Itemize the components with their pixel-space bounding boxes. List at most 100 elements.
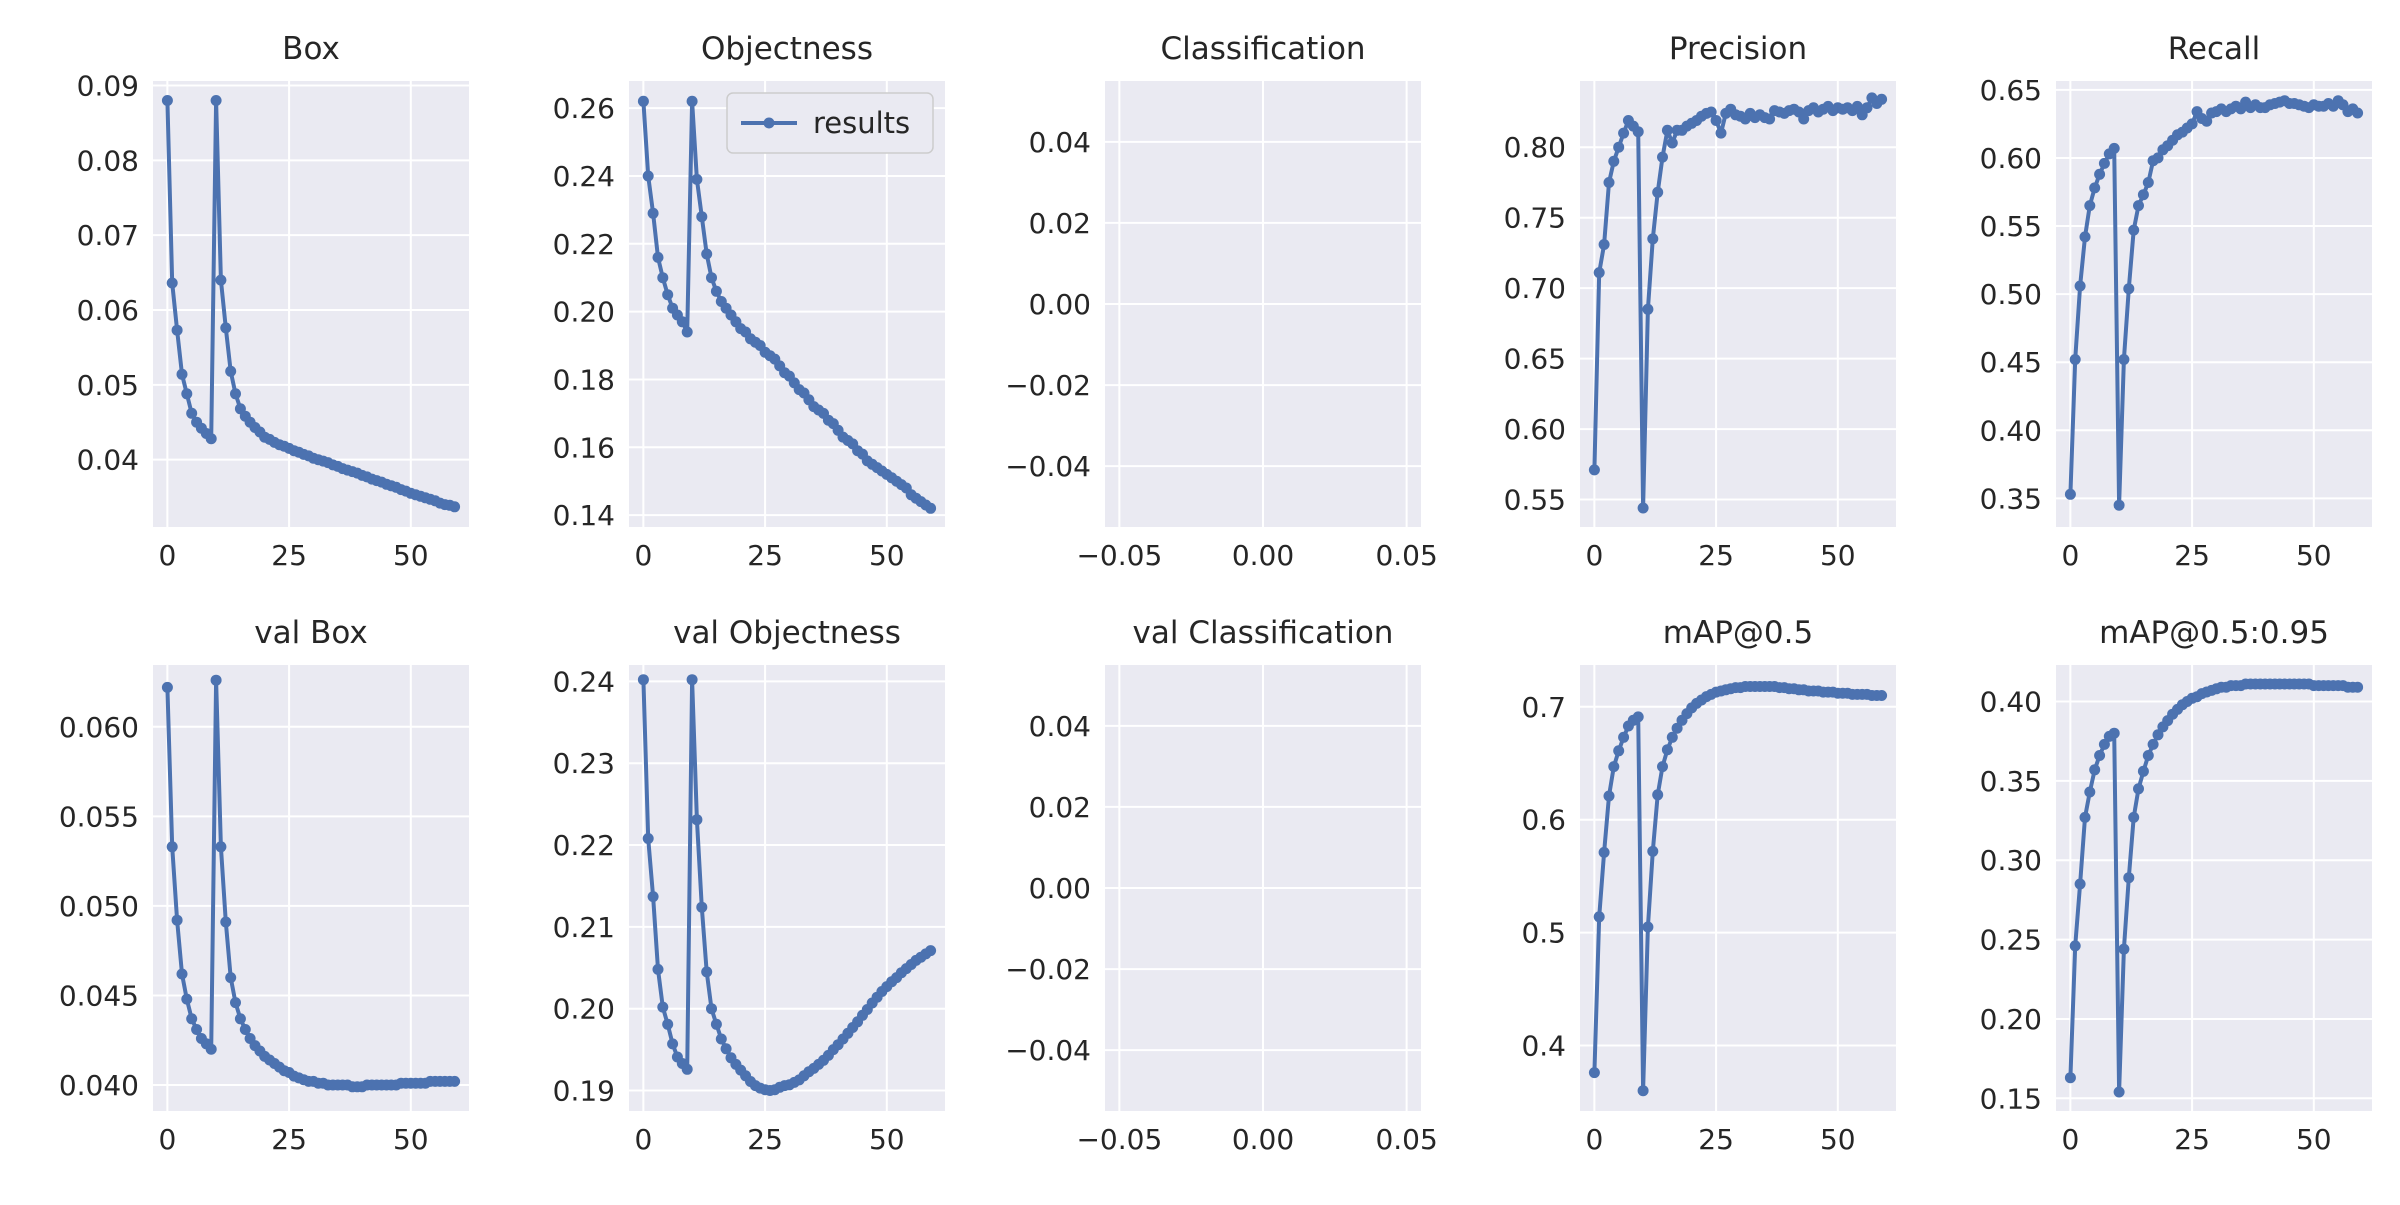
data-point [2201, 115, 2213, 127]
y-tick-label: 0.55 [1504, 484, 1566, 517]
data-point [205, 433, 217, 445]
y-tick-label: 0.35 [1980, 765, 2042, 798]
data-point [642, 833, 654, 844]
data-point [1588, 464, 1600, 476]
data-point [637, 674, 649, 686]
data-point [2064, 1072, 2076, 1084]
data-point [686, 95, 698, 107]
y-tick-label: 0.09 [77, 69, 139, 102]
x-tick-label: 50 [869, 1123, 905, 1156]
data-point [2152, 152, 2164, 164]
y-tick-label: 0.75 [1504, 202, 1566, 235]
data-point [2069, 354, 2081, 365]
data-point [2352, 107, 2364, 119]
plot-area [629, 81, 945, 527]
y-tick-label: 0.45 [1980, 346, 2042, 379]
data-point [2108, 142, 2120, 154]
data-point [1637, 502, 1649, 514]
data-point [2079, 811, 2091, 823]
data-point [176, 368, 188, 380]
data-point [1642, 921, 1654, 933]
data-point [186, 1013, 198, 1025]
legend-box [726, 92, 934, 154]
chart-title: val Objectness [673, 615, 901, 651]
data-point [205, 1043, 217, 1055]
data-point [667, 1038, 679, 1050]
data-point [1671, 722, 1683, 734]
plot-area [629, 665, 945, 1111]
plot-area [2056, 81, 2372, 527]
data-point [2074, 878, 2086, 890]
y-tick-label: 0.60 [1980, 142, 2042, 175]
chart-title: mAP@0.5 [1663, 615, 1813, 651]
data-point [2128, 224, 2140, 236]
data-point [1666, 731, 1678, 743]
data-point [1647, 845, 1659, 857]
data-point [701, 248, 713, 260]
y-tick-label: 0.23 [553, 747, 615, 780]
data-point [215, 274, 227, 286]
data-point [449, 1075, 461, 1087]
x-tick-label: 0 [158, 1123, 176, 1156]
y-tick-label: 0.07 [77, 219, 139, 252]
y-tick-label: 0.30 [1980, 844, 2042, 877]
y-tick-label: 0.7 [1521, 691, 1566, 724]
x-tick-label: −0.05 [1076, 1123, 1162, 1156]
x-tick-label: 0 [1585, 1123, 1603, 1156]
data-point [171, 324, 183, 336]
y-tick-label: 0.35 [1980, 482, 2042, 515]
y-tick-label: 0.20 [553, 296, 615, 329]
y-tick-label: −0.04 [1005, 1034, 1091, 1067]
y-tick-label: 0.5 [1521, 917, 1566, 950]
data-point [657, 272, 669, 284]
x-tick-label: 50 [1820, 1123, 1856, 1156]
data-point [1652, 789, 1664, 801]
data-point [1657, 761, 1668, 773]
y-tick-label: 0.20 [1980, 1003, 2042, 1036]
subplot-3: −0.05 0.00 0.05 −0.04 −0.02 0.00 0.02 0.04 Class… [1005, 31, 1438, 572]
x-tick-label: 0.00 [1232, 539, 1294, 572]
data-point [166, 277, 178, 289]
data-point [225, 365, 237, 377]
data-point [161, 681, 173, 693]
data-point [2084, 786, 2096, 798]
x-tick-label: 0 [2061, 1123, 2079, 1156]
data-point [701, 966, 713, 978]
chart-title: val Box [254, 615, 367, 651]
y-tick-label: 0.05 [77, 369, 139, 402]
y-tick-label: 0.80 [1504, 131, 1566, 164]
data-point [2089, 764, 2101, 776]
data-point [2133, 783, 2144, 795]
chart-title: mAP@0.5:0.95 [2099, 615, 2329, 651]
y-tick-label: 0.22 [553, 829, 615, 862]
data-point [1618, 127, 1630, 139]
data-point [2094, 168, 2106, 180]
data-point [696, 211, 708, 223]
x-tick-label: 0 [2061, 539, 2079, 572]
x-tick-label: 0 [158, 539, 176, 572]
data-point [647, 207, 659, 219]
data-point [2069, 940, 2081, 952]
data-point [2133, 200, 2144, 212]
data-point [215, 841, 227, 853]
data-point [2152, 729, 2164, 741]
data-point [225, 972, 237, 984]
y-tick-label: 0.20 [553, 993, 615, 1026]
x-tick-label: 50 [2296, 539, 2332, 572]
data-point [2098, 738, 2110, 750]
y-tick-label: 0.24 [553, 160, 615, 193]
subplot-7: 0 25 50 0.19 0.20 0.21 0.22 0.23 0.24 val Objectn… [553, 615, 945, 1156]
y-tick-label: 0.40 [1980, 414, 2042, 447]
data-point [161, 95, 173, 106]
x-tick-label: 0 [1585, 539, 1603, 572]
x-tick-label: 0.00 [1232, 1123, 1294, 1156]
y-tick-label: −0.04 [1005, 450, 1091, 483]
chart-title: Box [282, 31, 340, 67]
data-point [2128, 811, 2140, 823]
y-tick-label: 0.55 [1980, 210, 2042, 243]
y-tick-label: 0.16 [553, 431, 615, 464]
y-tick-label: 0.26 [553, 92, 615, 125]
x-tick-label: 0 [634, 1123, 652, 1156]
data-point [1603, 177, 1615, 188]
